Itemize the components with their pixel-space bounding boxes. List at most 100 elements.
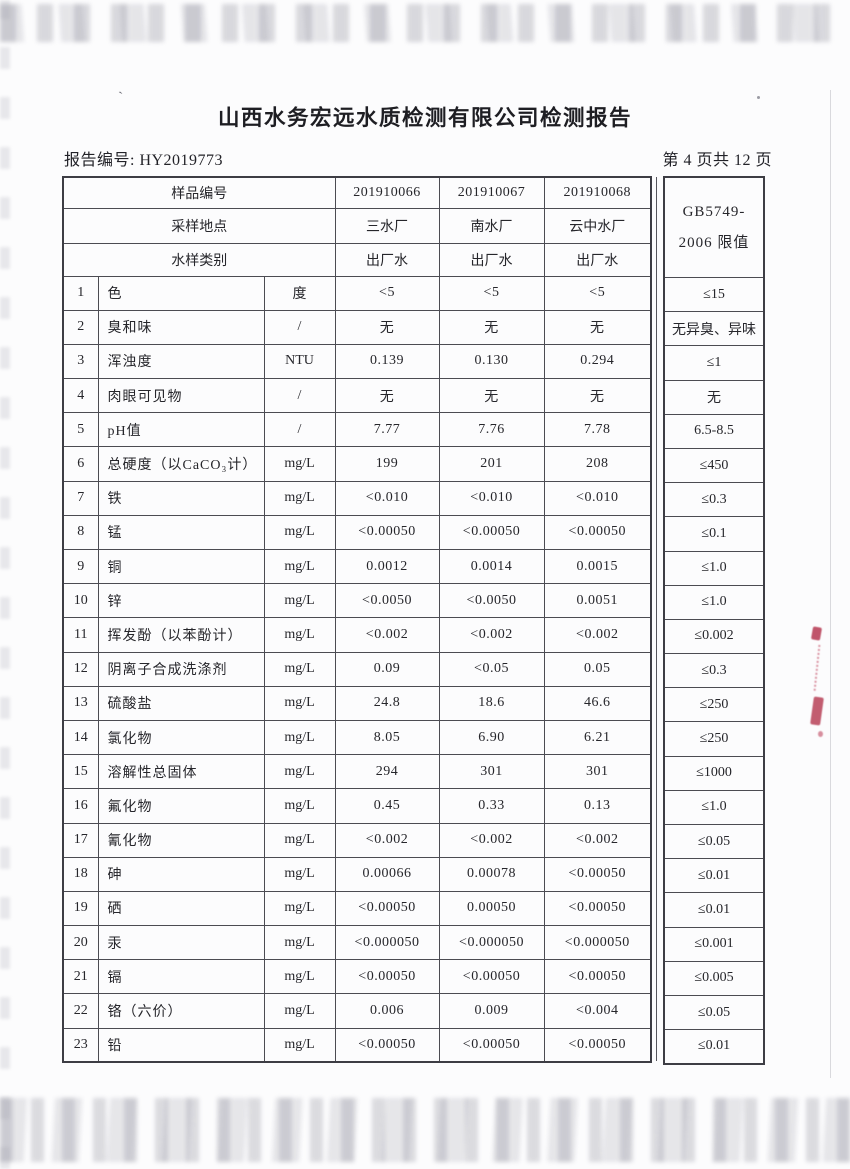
sample1-value: <0.00050 [334,890,440,927]
limit-row: ≤0.3 [663,482,765,518]
param-name: 肉眼可见物 [97,378,265,414]
sample1-value: <0.002 [334,822,440,858]
red-stamp-fragment [810,696,824,726]
param-unit: mg/L [263,822,336,858]
limit-value: ≤250 [663,721,765,757]
sample1-value: <0.00050 [334,1027,440,1063]
table-row: 18 砷 mg/L 0.00066 0.00078 <0.00050 [62,856,652,892]
limit-value: ≤1.0 [663,550,765,586]
param-unit: 度 [263,275,336,311]
scan-noise-left [0,0,10,1169]
location-1: 三水厂 [334,207,440,244]
limit-row: ≤1.0 [663,789,765,826]
param-name: 铬（六价） [97,993,265,1029]
param-unit: mg/L [263,583,336,619]
sample2-value: 无 [438,309,545,345]
sample2-value: 0.00078 [438,856,545,892]
sample2-value: 0.00050 [438,890,545,927]
limit-row: ≤1.0 [663,550,765,586]
page-indicator: 第 4 页共 12 页 [662,152,772,169]
limit-row: ≤1000 [663,755,765,791]
table-row: 9 铜 mg/L 0.0012 0.0014 0.0015 [62,548,652,585]
sample1-value: <0.000050 [334,925,440,961]
limit-value: ≤0.01 [663,858,765,894]
sample1-value: 0.45 [334,788,440,824]
sample-id-3: 201910068 [543,176,652,209]
table-row: 20 汞 mg/L <0.000050 <0.000050 <0.000050 [62,925,652,961]
limit-row: ≤0.3 [663,653,765,689]
sample-type-3: 出厂水 [543,242,652,277]
sample1-value: <0.0050 [334,583,440,619]
sample1-value: <0.010 [334,480,440,516]
row-number: 22 [62,993,99,1029]
limit-row: ≤0.1 [663,516,765,552]
row-number: 4 [62,378,99,414]
limit-value: ≤250 [663,687,765,723]
limit-value: ≤1.0 [663,789,765,826]
sample3-value: 无 [543,378,652,414]
sample1-value: 294 [334,754,440,790]
sample3-value: <5 [543,275,652,311]
type-label: 水样类别 [62,242,336,277]
limit-row: ≤1.0 [663,584,765,620]
param-unit: mg/L [263,856,336,892]
sample2-value: 301 [438,754,545,790]
row-number: 21 [62,959,99,995]
scan-edge-line [830,90,831,1078]
row-number: 18 [62,856,99,892]
row-number: 9 [62,548,99,585]
sample3-value: <0.002 [543,822,652,858]
row-number: 2 [62,309,99,345]
table-row: 16 氟化物 mg/L 0.45 0.33 0.13 [62,788,652,824]
param-name: 色 [97,275,265,311]
param-name: 汞 [97,925,265,961]
sample1-value: 8.05 [334,719,440,756]
limit-row: ≤1 [663,345,765,381]
limit-row: ≤15 [663,276,765,313]
results-header: 样品编号 201910066 201910067 201910068 采样地点 … [62,176,652,277]
limit-row: ≤0.01 [663,858,765,894]
sample2-value: 0.0014 [438,548,545,585]
param-unit: mg/L [263,959,336,995]
limit-row: 无异臭、异味 [663,311,765,347]
param-name: 臭和味 [97,309,265,345]
limit-value: ≤0.05 [663,994,765,1031]
table-row: 7 铁 mg/L <0.010 <0.010 <0.010 [62,480,652,516]
row-number: 12 [62,651,99,687]
sample2-value: 7.76 [438,412,545,448]
param-unit: mg/L [263,514,336,551]
header-row-location: 采样地点 三水厂 南水厂 云中水厂 [62,207,652,244]
results-table: 样品编号 201910066 201910067 201910068 采样地点 … [62,176,652,1064]
table-row: 12 阴离子合成洗涤剂 mg/L 0.09 <0.05 0.05 [62,651,652,687]
limit-header-cell: GB5749- 2006 限值 [663,176,765,278]
param-name: 溶解性总固体 [97,754,265,790]
param-unit: mg/L [263,446,336,482]
location-label: 采样地点 [62,207,336,244]
limit-header: GB5749- 2006 限值 [663,176,765,278]
table-row: 23 铅 mg/L <0.00050 <0.00050 <0.00050 [62,1027,652,1063]
param-name: 锌 [97,583,265,619]
limit-value: ≤0.3 [663,482,765,518]
limit-row: ≤0.01 [663,892,765,928]
limit-value: ≤0.001 [663,926,765,962]
param-name: 硒 [97,890,265,927]
location-3: 云中水厂 [543,207,652,244]
sample1-value: 无 [334,378,440,414]
sample3-value: 0.13 [543,788,652,824]
row-number: 1 [62,275,99,311]
red-stamp-fragment [813,644,824,692]
sample-id-1: 201910066 [334,176,440,209]
table-row: 6 总硬度（以CaCO₃计） mg/L 199 201 208 [62,446,652,482]
red-stamp-fragment [810,626,823,641]
limit-value: 6.5-8.5 [663,413,765,449]
table-row: 17 氰化物 mg/L <0.002 <0.002 <0.002 [62,822,652,858]
sample2-value: 0.130 [438,343,545,380]
param-unit: mg/L [263,1027,336,1063]
limit-header-row: GB5749- 2006 限值 [663,176,765,278]
param-unit: mg/L [263,925,336,961]
sample3-value: 0.05 [543,651,652,687]
limit-value: ≤1.0 [663,584,765,620]
table-row: 15 溶解性总固体 mg/L 294 301 301 [62,754,652,790]
sample3-value: <0.00050 [543,959,652,995]
limit-row: ≤0.002 [663,618,765,655]
